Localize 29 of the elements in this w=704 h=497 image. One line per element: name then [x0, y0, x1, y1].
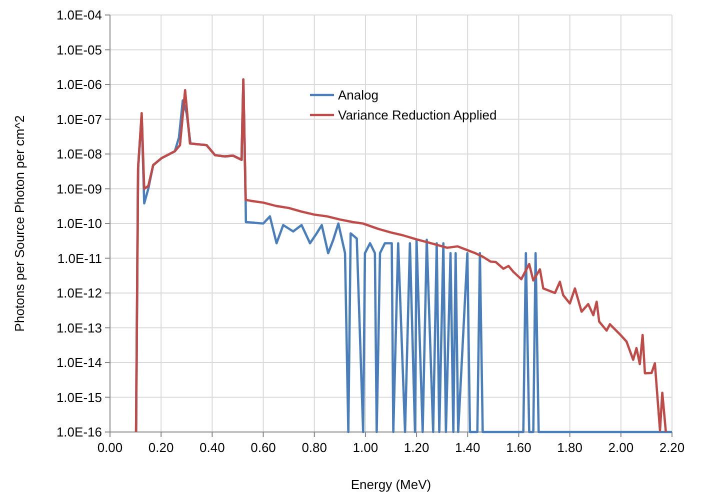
y-tick-label: 1.0E-13: [56, 320, 102, 336]
y-tick-label: 1.0E-11: [57, 250, 102, 266]
x-axis-title: Energy (MeV): [350, 477, 432, 492]
y-axis-title: Photons per Source Photon per cm^2: [12, 115, 27, 332]
x-tick-label: 0.00: [97, 440, 123, 455]
y-tick-label: 1.0E-05: [56, 42, 102, 58]
x-tick-label: 2.00: [608, 440, 634, 455]
x-tick-label: 1.00: [352, 440, 378, 455]
x-tick-label: 1.40: [454, 440, 480, 455]
y-tick-label: 1.0E-12: [56, 286, 102, 301]
x-tick-label: 1.60: [506, 440, 532, 455]
y-tick-label: 1.0E-08: [56, 146, 102, 162]
y-tick-label: 1.0E-15: [56, 390, 102, 405]
y-tick-label: 1.0E-04: [56, 8, 102, 23]
x-tick-label: 0.60: [250, 440, 276, 455]
x-tick-label: 1.20: [404, 440, 430, 455]
y-tick-label: 1.0E-16: [56, 424, 102, 440]
legend-label: Variance Reduction Applied: [338, 108, 497, 123]
legend-label: Analog: [338, 88, 378, 103]
x-tick-label: 2.20: [659, 440, 685, 455]
x-tick-label: 0.40: [200, 440, 225, 455]
y-tick-label: 1.0E-07: [56, 112, 102, 127]
y-tick-label: 1.0E-09: [56, 181, 102, 196]
y-tick-label: 1.0E-14: [56, 355, 102, 370]
y-tick-label: 1.0E-06: [56, 77, 102, 92]
y-tick-label: 1.0E-10: [56, 216, 102, 232]
x-tick-label: 1.80: [557, 440, 582, 455]
x-tick-label: 0.20: [148, 440, 174, 455]
x-tick-label: 0.80: [302, 440, 328, 455]
